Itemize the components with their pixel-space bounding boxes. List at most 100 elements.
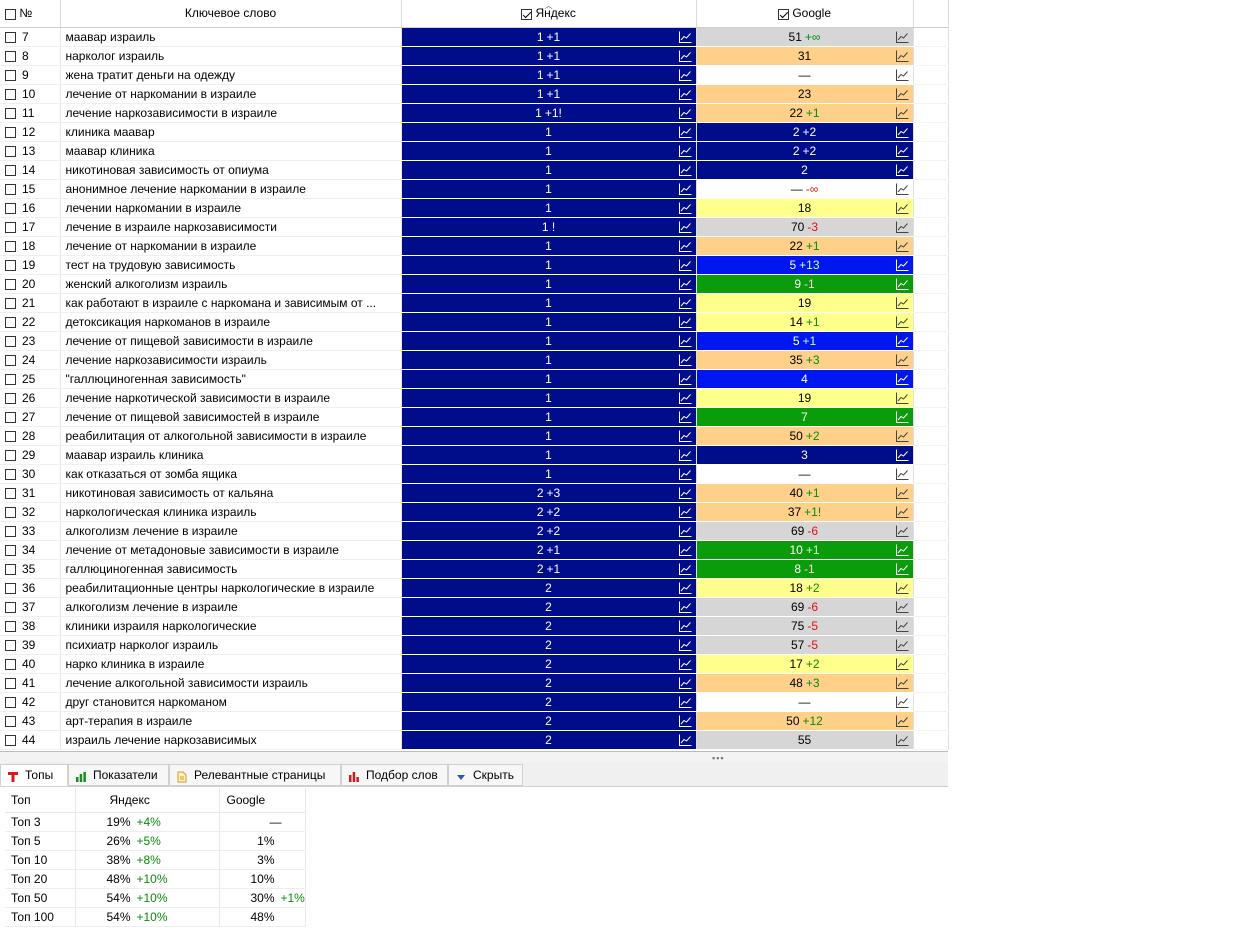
row-number-cell[interactable]: 22 xyxy=(0,312,61,332)
trend-chart-icon[interactable] xyxy=(678,411,692,423)
row-number-cell[interactable]: 43 xyxy=(0,711,61,731)
row-checkbox[interactable] xyxy=(5,145,16,157)
table-row[interactable]: 37 алкоголизм лечение в израиле 2 69 -6 xyxy=(0,597,949,617)
keyword-cell[interactable]: лечение алкогольной зависимости израиль xyxy=(60,673,402,693)
row-number-cell[interactable]: 7 xyxy=(0,27,61,47)
trend-chart-icon[interactable] xyxy=(678,297,692,309)
trend-chart-icon[interactable] xyxy=(678,240,692,252)
row-number-cell[interactable]: 14 xyxy=(0,160,61,180)
table-row[interactable]: 14 никотиновая зависимость от опиума 1 2 xyxy=(0,160,949,180)
row-number-cell[interactable]: 33 xyxy=(0,521,61,541)
trend-chart-icon[interactable] xyxy=(678,506,692,518)
row-checkbox[interactable] xyxy=(5,582,16,594)
yandex-position-cell[interactable]: 2 xyxy=(401,711,697,731)
keyword-cell[interactable]: реабилитационные центры наркологические … xyxy=(60,578,402,598)
row-checkbox[interactable] xyxy=(5,354,16,366)
keyword-cell[interactable]: нарко клиника в израиле xyxy=(60,654,402,674)
tab-tops[interactable]: Топы xyxy=(0,764,68,786)
google-position-cell[interactable]: 17 +2 xyxy=(696,654,914,674)
table-row[interactable]: 27 лечение от пищевой зависимостей в изра… xyxy=(0,407,949,427)
table-row[interactable]: 13 маавар клиника 1 2 +2 xyxy=(0,141,949,161)
yandex-position-cell[interactable]: 1 xyxy=(401,426,697,446)
row-checkbox[interactable] xyxy=(5,715,16,727)
row-number-cell[interactable]: 41 xyxy=(0,673,61,693)
keyword-cell[interactable]: алкоголизм лечение в израиле xyxy=(60,597,402,617)
keyword-cell[interactable]: как отказаться от зомба ящика xyxy=(60,464,402,484)
yandex-position-cell[interactable]: 1 xyxy=(401,179,697,199)
trend-chart-icon[interactable] xyxy=(895,335,909,347)
google-position-cell[interactable]: — xyxy=(696,65,914,85)
table-row[interactable]: 10 лечение от наркомании в израиле 1 +1 23 xyxy=(0,84,949,104)
row-checkbox[interactable] xyxy=(5,259,16,271)
yandex-position-cell[interactable]: 1 xyxy=(401,236,697,256)
table-row[interactable]: 8 нарколог израиль 1 +1 31 xyxy=(0,46,949,66)
keyword-cell[interactable]: "галлюциногенная зависимость" xyxy=(60,369,402,389)
yandex-position-cell[interactable]: 2 xyxy=(401,730,697,750)
row-checkbox[interactable] xyxy=(5,411,16,423)
trend-chart-icon[interactable] xyxy=(895,31,909,43)
trend-chart-icon[interactable] xyxy=(678,164,692,176)
row-checkbox[interactable] xyxy=(5,677,16,689)
yandex-position-cell[interactable]: 1 +1 xyxy=(401,84,697,104)
trend-chart-icon[interactable] xyxy=(895,259,909,271)
google-position-cell[interactable]: 57 -5 xyxy=(696,635,914,655)
tab-relevant-pages[interactable]: Релевантные страницы xyxy=(169,764,341,786)
trend-chart-icon[interactable] xyxy=(678,69,692,81)
trend-chart-icon[interactable] xyxy=(895,221,909,233)
yandex-position-cell[interactable]: 2 xyxy=(401,692,697,712)
google-position-cell[interactable]: 22 +1 xyxy=(696,236,914,256)
row-number-cell[interactable]: 34 xyxy=(0,540,61,560)
trend-chart-icon[interactable] xyxy=(678,715,692,727)
row-checkbox[interactable] xyxy=(5,696,16,708)
table-row[interactable]: 32 наркологическая клиника израиль 2 +2 37 +1… xyxy=(0,502,949,522)
google-position-cell[interactable]: 40 +1 xyxy=(696,483,914,503)
row-number-cell[interactable]: 15 xyxy=(0,179,61,199)
trend-chart-icon[interactable] xyxy=(895,392,909,404)
trend-chart-icon[interactable] xyxy=(895,202,909,214)
table-row[interactable]: 36 реабилитационные центры наркологически… xyxy=(0,578,949,598)
row-number-cell[interactable]: 32 xyxy=(0,502,61,522)
select-all-checkbox[interactable] xyxy=(5,8,16,20)
keyword-cell[interactable]: лечение от наркомании в израиле xyxy=(60,236,402,256)
trend-chart-icon[interactable] xyxy=(895,411,909,423)
row-checkbox[interactable] xyxy=(5,430,16,442)
google-position-cell[interactable]: 8 -1 xyxy=(696,559,914,579)
table-row[interactable]: 20 женский алкоголизм израиль 1 9 -1 xyxy=(0,274,949,294)
google-position-cell[interactable]: 5 +13 xyxy=(696,255,914,275)
yandex-position-cell[interactable]: 2 xyxy=(401,673,697,693)
row-number-cell[interactable]: 21 xyxy=(0,293,61,313)
google-position-cell[interactable]: 7 xyxy=(696,407,914,427)
table-row[interactable]: 11 лечение наркозависимости в израиле 1 +1!… xyxy=(0,103,949,123)
trend-chart-icon[interactable] xyxy=(895,468,909,480)
row-number-cell[interactable]: 27 xyxy=(0,407,61,427)
trend-chart-icon[interactable] xyxy=(895,50,909,62)
row-checkbox[interactable] xyxy=(5,620,16,632)
yandex-position-cell[interactable]: 1 xyxy=(401,160,697,180)
keyword-cell[interactable]: лечение от наркомании в израиле xyxy=(60,84,402,104)
yandex-position-cell[interactable]: 1 xyxy=(401,312,697,332)
table-row[interactable]: 29 маавар израиль клиника 1 3 xyxy=(0,445,949,465)
google-position-cell[interactable]: 50 +12 xyxy=(696,711,914,731)
table-row[interactable]: 42 друг становится наркоманом 2 — xyxy=(0,692,949,712)
yandex-position-cell[interactable]: 2 +2 xyxy=(401,521,697,541)
yandex-position-cell[interactable]: 1 xyxy=(401,407,697,427)
yandex-position-cell[interactable]: 2 xyxy=(401,578,697,598)
trend-chart-icon[interactable] xyxy=(678,487,692,499)
trend-chart-icon[interactable] xyxy=(678,696,692,708)
google-position-cell[interactable]: 69 -6 xyxy=(696,521,914,541)
trend-chart-icon[interactable] xyxy=(678,316,692,328)
trend-chart-icon[interactable] xyxy=(678,639,692,651)
yandex-position-cell[interactable]: 2 xyxy=(401,635,697,655)
row-checkbox[interactable] xyxy=(5,316,16,328)
trend-chart-icon[interactable] xyxy=(678,335,692,347)
keyword-cell[interactable]: лечение от пищевой зависимостей в израил… xyxy=(60,407,402,427)
trend-chart-icon[interactable] xyxy=(678,183,692,195)
row-number-cell[interactable]: 26 xyxy=(0,388,61,408)
yandex-position-cell[interactable]: 2 +1 xyxy=(401,559,697,579)
yandex-position-cell[interactable]: 1 xyxy=(401,331,697,351)
google-position-cell[interactable]: 2 +2 xyxy=(696,122,914,142)
table-row[interactable]: 9 жена тратит деньги на одежду 1 +1 — xyxy=(0,65,949,85)
row-checkbox[interactable] xyxy=(5,202,16,214)
google-position-cell[interactable]: 75 -5 xyxy=(696,616,914,636)
keyword-cell[interactable]: анонимное лечение наркомании в израиле xyxy=(60,179,402,199)
